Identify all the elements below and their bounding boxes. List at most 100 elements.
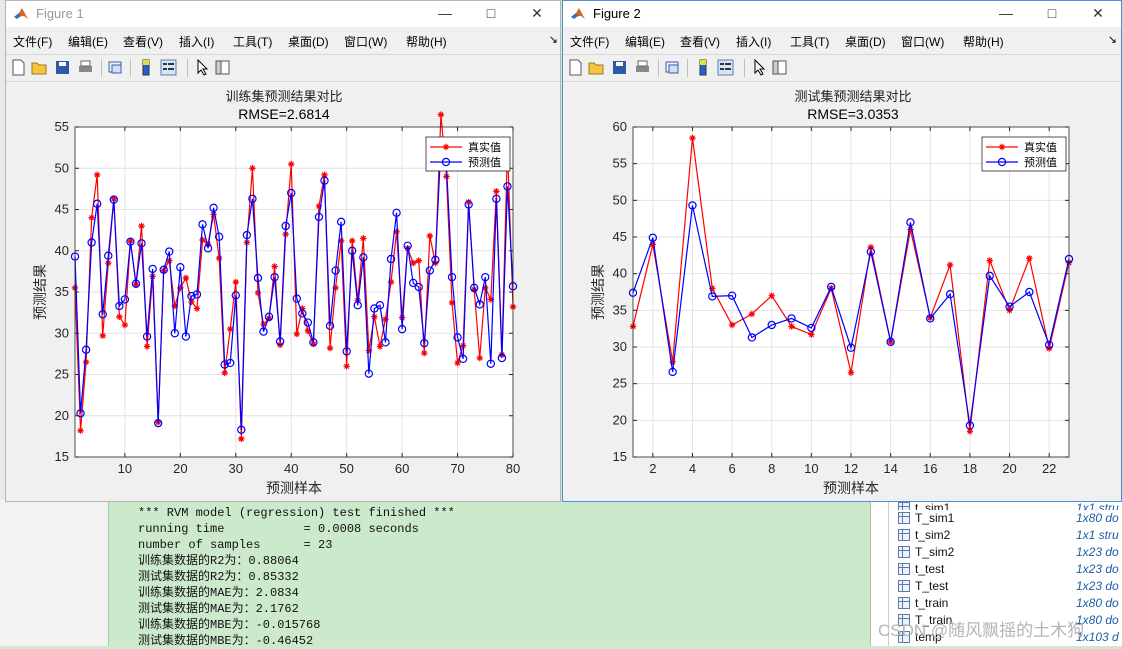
variable-icon [898, 597, 910, 609]
print-icon[interactable] [634, 59, 651, 76]
open-file-icon[interactable] [588, 59, 605, 76]
data-point-circle [458, 354, 468, 364]
data-point-circle [1044, 340, 1054, 349]
colorbar-icon[interactable] [695, 59, 712, 76]
workspace-variable-row[interactable]: T_train 1x80 do [898, 612, 1122, 629]
legend-icon[interactable] [160, 59, 177, 76]
menu-view[interactable]: 查看(V) [123, 35, 163, 49]
menu-tools[interactable]: 工具(T) [790, 35, 830, 49]
toolbar-separator [101, 59, 102, 77]
data-point-circle [364, 369, 374, 378]
data-point-circle [131, 279, 141, 288]
x-tick-label: 30 [229, 461, 243, 476]
data-point-circle [292, 294, 301, 303]
data-point-circle [237, 425, 246, 434]
pointer-icon[interactable] [194, 59, 211, 76]
workspace-panel[interactable] [870, 500, 1122, 646]
console-line: 测试集数据的MBE为：-0.46452 [138, 634, 314, 648]
data-point-star [371, 313, 378, 320]
close-button[interactable]: ✕ [531, 5, 543, 21]
x-tick-label: 2 [649, 461, 656, 476]
dock-arrow-icon[interactable]: ↘ [1107, 34, 1117, 46]
data-point-circle [81, 345, 91, 354]
data-point-star [689, 134, 696, 142]
workspace-variable-row[interactable]: T_test 1x23 do [898, 578, 1122, 595]
menu-file[interactable]: 文件(F) [13, 35, 53, 49]
workspace-variable-row[interactable]: T_sim2 1x23 do [898, 544, 1122, 561]
maximize-button[interactable]: □ [1047, 5, 1057, 21]
data-point-circle [1005, 302, 1014, 311]
workspace-variable-row[interactable]: t_train 1x80 do [898, 595, 1122, 612]
data-point-star [867, 244, 875, 251]
menu-edit[interactable]: 编辑(E) [625, 35, 665, 49]
colorbar-icon[interactable] [138, 59, 155, 76]
data-point-circle [242, 230, 252, 240]
save-icon[interactable] [54, 59, 71, 76]
workspace-variable-row[interactable]: t_sim1 1x1 stru [898, 500, 1122, 510]
toolbar-separator [658, 59, 659, 77]
menu-file[interactable]: 文件(F) [570, 35, 610, 49]
workspace-variable-row[interactable]: t_sim2 1x1 stru [898, 527, 1122, 544]
console-line: 测试集数据的R2为：0.85332 [138, 570, 299, 584]
menu-window[interactable]: 窗口(W) [901, 35, 945, 49]
save-icon[interactable] [611, 59, 628, 76]
menu-view[interactable]: 查看(V) [680, 35, 720, 49]
data-point-star [193, 305, 201, 312]
y-tick-label: 40 [613, 266, 627, 281]
menu-help[interactable]: 帮助(H) [963, 35, 1004, 49]
data-point-star [254, 289, 262, 297]
legend-icon[interactable] [717, 59, 734, 76]
menu-desktop[interactable]: 桌面(D) [845, 35, 886, 49]
data-point-circle [648, 233, 658, 242]
menu-help[interactable]: 帮助(H) [406, 35, 447, 49]
data-point-star [188, 298, 195, 306]
variable-icon [898, 563, 910, 575]
legend-box [981, 136, 1067, 172]
property-editor-icon[interactable] [771, 59, 788, 76]
workspace-variable-row[interactable]: t_test 1x23 do [898, 561, 1122, 578]
minimize-button[interactable]: — [438, 5, 452, 21]
data-point-star [304, 327, 312, 334]
data-point-star [310, 340, 317, 348]
data-point-circle [298, 309, 307, 318]
workspace-variable-row[interactable]: temp 1x103 d [898, 629, 1122, 646]
link-figure-icon[interactable] [107, 59, 124, 76]
menu-desktop[interactable]: 桌面(D) [288, 35, 329, 49]
open-file-icon[interactable] [31, 59, 48, 76]
figure1-titlebar[interactable]: Figure 1 — □ ✕ [6, 1, 560, 27]
menu-tools[interactable]: 工具(T) [233, 35, 273, 49]
menu-edit[interactable]: 编辑(E) [68, 35, 108, 49]
link-figure-icon[interactable] [664, 59, 681, 76]
maximize-button[interactable]: □ [486, 5, 496, 21]
data-point-circle [115, 301, 124, 311]
print-icon[interactable] [77, 59, 94, 76]
pointer-icon[interactable] [751, 59, 768, 76]
data-point-star [437, 111, 445, 118]
variable-icon [898, 546, 910, 558]
new-figure-icon[interactable] [567, 59, 584, 76]
console-line: number of samples = 23 [138, 538, 333, 552]
data-point-star [426, 232, 434, 240]
menu-window[interactable]: 窗口(W) [344, 35, 388, 49]
y-tick-label: 55 [613, 156, 627, 171]
dock-arrow-icon[interactable]: ↘ [548, 34, 558, 46]
data-point-circle [342, 347, 351, 356]
data-point-circle [314, 212, 324, 222]
chart2-svg[interactable]: 2 4 6 8 10 12 14 16 18 20 22 15 20 25 30 35 40 45 50 55 60 预测… [563, 1, 1122, 503]
menu-insert[interactable]: 插入(I) [179, 35, 215, 49]
new-figure-icon[interactable] [10, 59, 27, 76]
figure1-window[interactable]: Figure 1 — □ ✕ 文件(F) 编辑(E) 查看(V) 插入(I) 工… [5, 0, 561, 502]
data-point-star [116, 313, 123, 320]
figure2-window[interactable]: Figure 2 — □ ✕ 文件(F) 编辑(E) 查看(V) 插入(I) 工… [562, 0, 1122, 502]
figure2-titlebar[interactable]: Figure 2 — □ ✕ [563, 1, 1121, 27]
data-point-circle [98, 310, 107, 319]
close-button[interactable]: ✕ [1092, 5, 1104, 21]
chart1-svg[interactable]: 10 20 30 40 50 60 70 80 15 20 25 30 35 40 45 50 55 预测样本 预测… [6, 1, 562, 503]
data-point-circle [353, 301, 362, 310]
workspace-variable-row[interactable]: T_sim1 1x80 do [898, 510, 1122, 527]
command-window[interactable] [108, 500, 871, 646]
current-folder-panel [0, 500, 109, 646]
minimize-button[interactable]: — [999, 5, 1013, 21]
menu-insert[interactable]: 插入(I) [736, 35, 772, 49]
property-editor-icon[interactable] [214, 59, 231, 76]
